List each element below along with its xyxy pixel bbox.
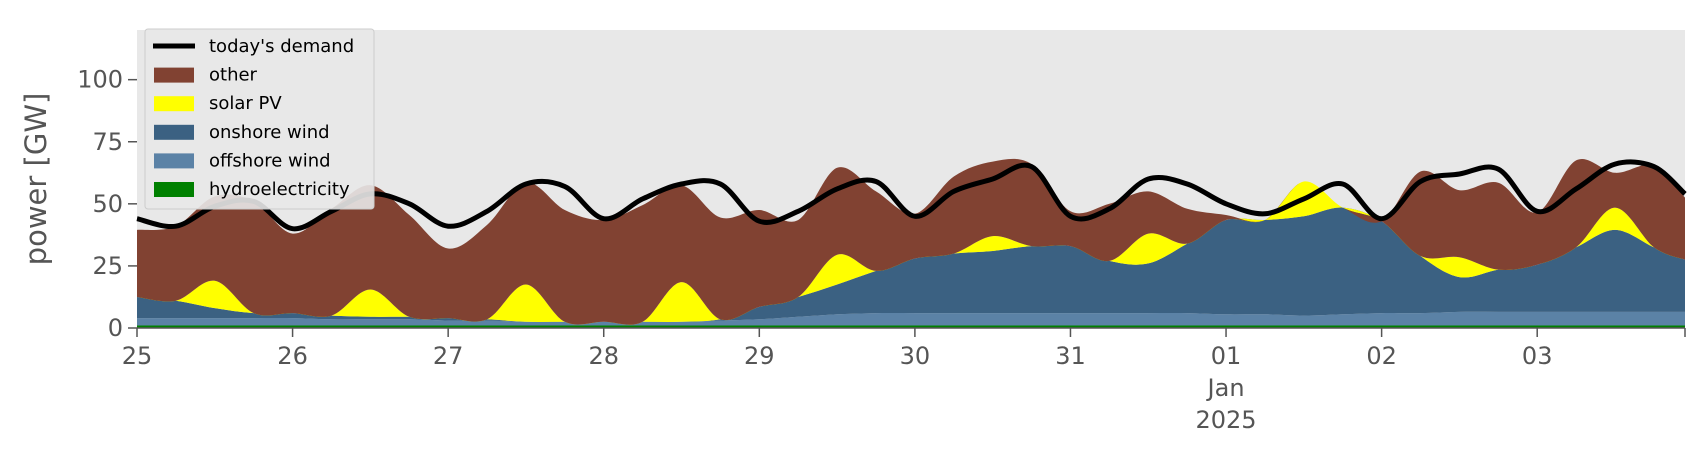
area-solar-pv — [137, 181, 1685, 325]
x-tick-label: 26 — [277, 342, 308, 370]
area-onshore-wind — [137, 207, 1685, 322]
x-axis: 25 26 27 28 29 30 31 01 Jan 2025 02 03 — [122, 327, 1686, 434]
demand-line-group — [136, 159, 1687, 232]
x-tick-label: 2025 — [1196, 406, 1257, 434]
x-tick-label: 25 — [122, 342, 153, 370]
legend-swatch-other — [154, 67, 194, 83]
legend-box — [144, 28, 375, 210]
y-axis-label: power [GW] — [19, 93, 53, 266]
legend-swatch-solar-pv — [154, 96, 194, 112]
x-tick-label: 30 — [900, 342, 931, 370]
x-tick-label: 29 — [744, 342, 775, 370]
legend-label-offshore-wind: offshore wind — [209, 150, 331, 171]
legend: today's demand other solar PV onshore wind o… — [144, 28, 375, 210]
y-axis: 0 25 50 75 100 — [77, 66, 137, 342]
y-tick-label: 0 — [108, 314, 123, 342]
legend-label-today-s-demand: today's demand — [209, 36, 354, 57]
x-tick-label: 31 — [1055, 342, 1086, 370]
x-tick-label: 01 — [1211, 342, 1242, 370]
area-offshore-wind — [137, 311, 1685, 326]
y-tick-label: 25 — [92, 252, 123, 280]
area-series-group — [137, 158, 1685, 328]
y-tick-label: 50 — [92, 190, 123, 218]
legend-label-solar-pv: solar PV — [209, 93, 282, 114]
y-tick-label: 100 — [77, 66, 123, 94]
legend-swatch-onshore-wind — [154, 124, 194, 140]
x-tick-label: 27 — [433, 342, 464, 370]
legend-swatch-hydroelectricity — [154, 182, 194, 197]
x-tick-label: Jan — [1206, 374, 1245, 402]
y-tick-label: 75 — [92, 128, 123, 156]
legend-swatch-offshore-wind — [154, 153, 194, 169]
legend-label-hydroelectricity: hydroelectricity — [209, 179, 350, 200]
legend-label-other: other — [209, 65, 258, 86]
line-todays-demand — [136, 159, 1687, 232]
x-tick-label: 28 — [588, 342, 619, 370]
area-other — [137, 158, 1685, 325]
legend-label-onshore-wind: onshore wind — [209, 122, 330, 143]
x-tick-label: 03 — [1522, 342, 1553, 370]
x-tick-label: 02 — [1366, 342, 1397, 370]
